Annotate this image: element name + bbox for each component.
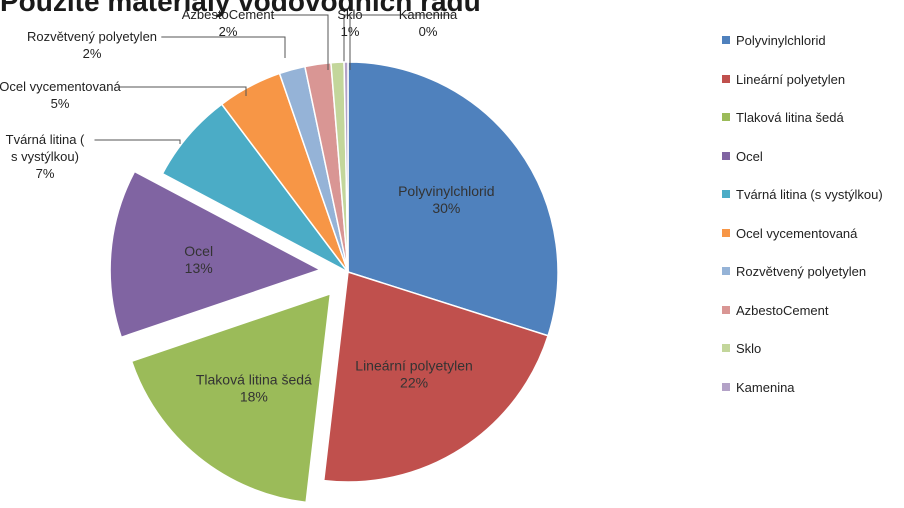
- legend-item-polyvinylchlorid: Polyvinylchlorid: [722, 32, 904, 49]
- legend-item-linearni-polyetylen: Lineární polyetylen: [722, 71, 904, 88]
- legend-item-ocel-vycementovana: Ocel vycementovaná: [722, 225, 904, 242]
- legend-label: Ocel: [736, 148, 763, 164]
- leader-line-kamenina: [349, 14, 455, 70]
- legend-label: Ocel vycementovaná: [736, 225, 858, 241]
- data-label-ocel-vycementovana: Ocel vycementovaná 5%: [0, 79, 121, 111]
- pie-slice-polyvinylchlorid: [347, 61, 559, 337]
- legend-label: Tvárná litina (s vystýlkou): [736, 187, 883, 202]
- data-label-linearni-polyetylen: Lineární polyetylen 22%: [355, 357, 473, 390]
- legend-label: Sklo: [736, 341, 762, 356]
- legend-label: Polyvinylchlorid: [736, 33, 826, 48]
- legend-swatch: [722, 228, 730, 237]
- legend-swatch: [722, 113, 730, 121]
- legend-label: Tlaková litina šedá: [736, 110, 844, 125]
- legend-swatch: [722, 382, 730, 391]
- data-label-azbestocement: AzbestoCement 2%: [182, 7, 275, 39]
- data-label-tvarna-litina-s-vystylkou: Tvárná litina (s vystýlkou) 7%: [6, 132, 85, 181]
- pie-slice-linearni-polyetylen: [322, 271, 550, 483]
- legend-swatch: [722, 267, 730, 275]
- leader-line-ocel-vycementovana: [119, 86, 247, 96]
- data-label-ocel: Ocel 13%: [184, 243, 213, 276]
- leader-line-rozvetveny-polyetylen: [161, 36, 286, 58]
- legend-swatch: [722, 305, 730, 314]
- legend-swatch: [722, 344, 730, 352]
- pie-slice-tlakova-litina-seda: [130, 292, 332, 504]
- legend-item-sklo: Sklo: [722, 340, 904, 357]
- legend-item-rozvetveny-polyetylen: Rozvětvený polyetylen: [722, 263, 904, 280]
- legend-label: AzbestoCement: [736, 302, 829, 318]
- data-label-polyvinylchlorid: Polyvinylchlorid 30%: [398, 183, 494, 216]
- legend-label: Kamenina: [736, 379, 795, 395]
- legend-label: Rozvětvený polyetylen: [736, 264, 867, 279]
- data-label-kamenina: Kamenina 0%: [399, 7, 458, 39]
- legend-item-tlakova-litina-seda: Tlaková litina šedá: [722, 109, 904, 126]
- legend-swatch: [722, 151, 730, 160]
- chart-title: Použité materiály vodovodních řadů: [0, 0, 481, 17]
- leader-line-sklo: [343, 14, 364, 68]
- data-label-rozvetveny-polyetylen: Rozvětvený polyetylen 2%: [27, 29, 157, 61]
- legend-item-ocel: Ocel: [722, 148, 904, 165]
- legend-label: Lineární polyetylen: [736, 71, 846, 87]
- legend-swatch: [722, 74, 730, 83]
- pie-slice-kamenina: [343, 61, 349, 273]
- legend-item-tvarna-litina-s-vystylkou: Tvárná litina (s vystýlkou): [722, 186, 904, 203]
- pie-slice-ocel: [109, 170, 322, 339]
- legend-item-kamenina: Kamenina: [722, 379, 904, 396]
- legend-swatch: [722, 190, 730, 198]
- legend-swatch: [722, 36, 730, 44]
- legend-item-azbestocement: AzbestoCement: [722, 302, 904, 319]
- data-label-tlakova-litina-seda: Tlaková litina šedá 18%: [196, 372, 312, 405]
- leader-line-tvarna-litina-s-vystylkou: [94, 139, 181, 144]
- leader-line-azbestocement: [270, 14, 329, 70]
